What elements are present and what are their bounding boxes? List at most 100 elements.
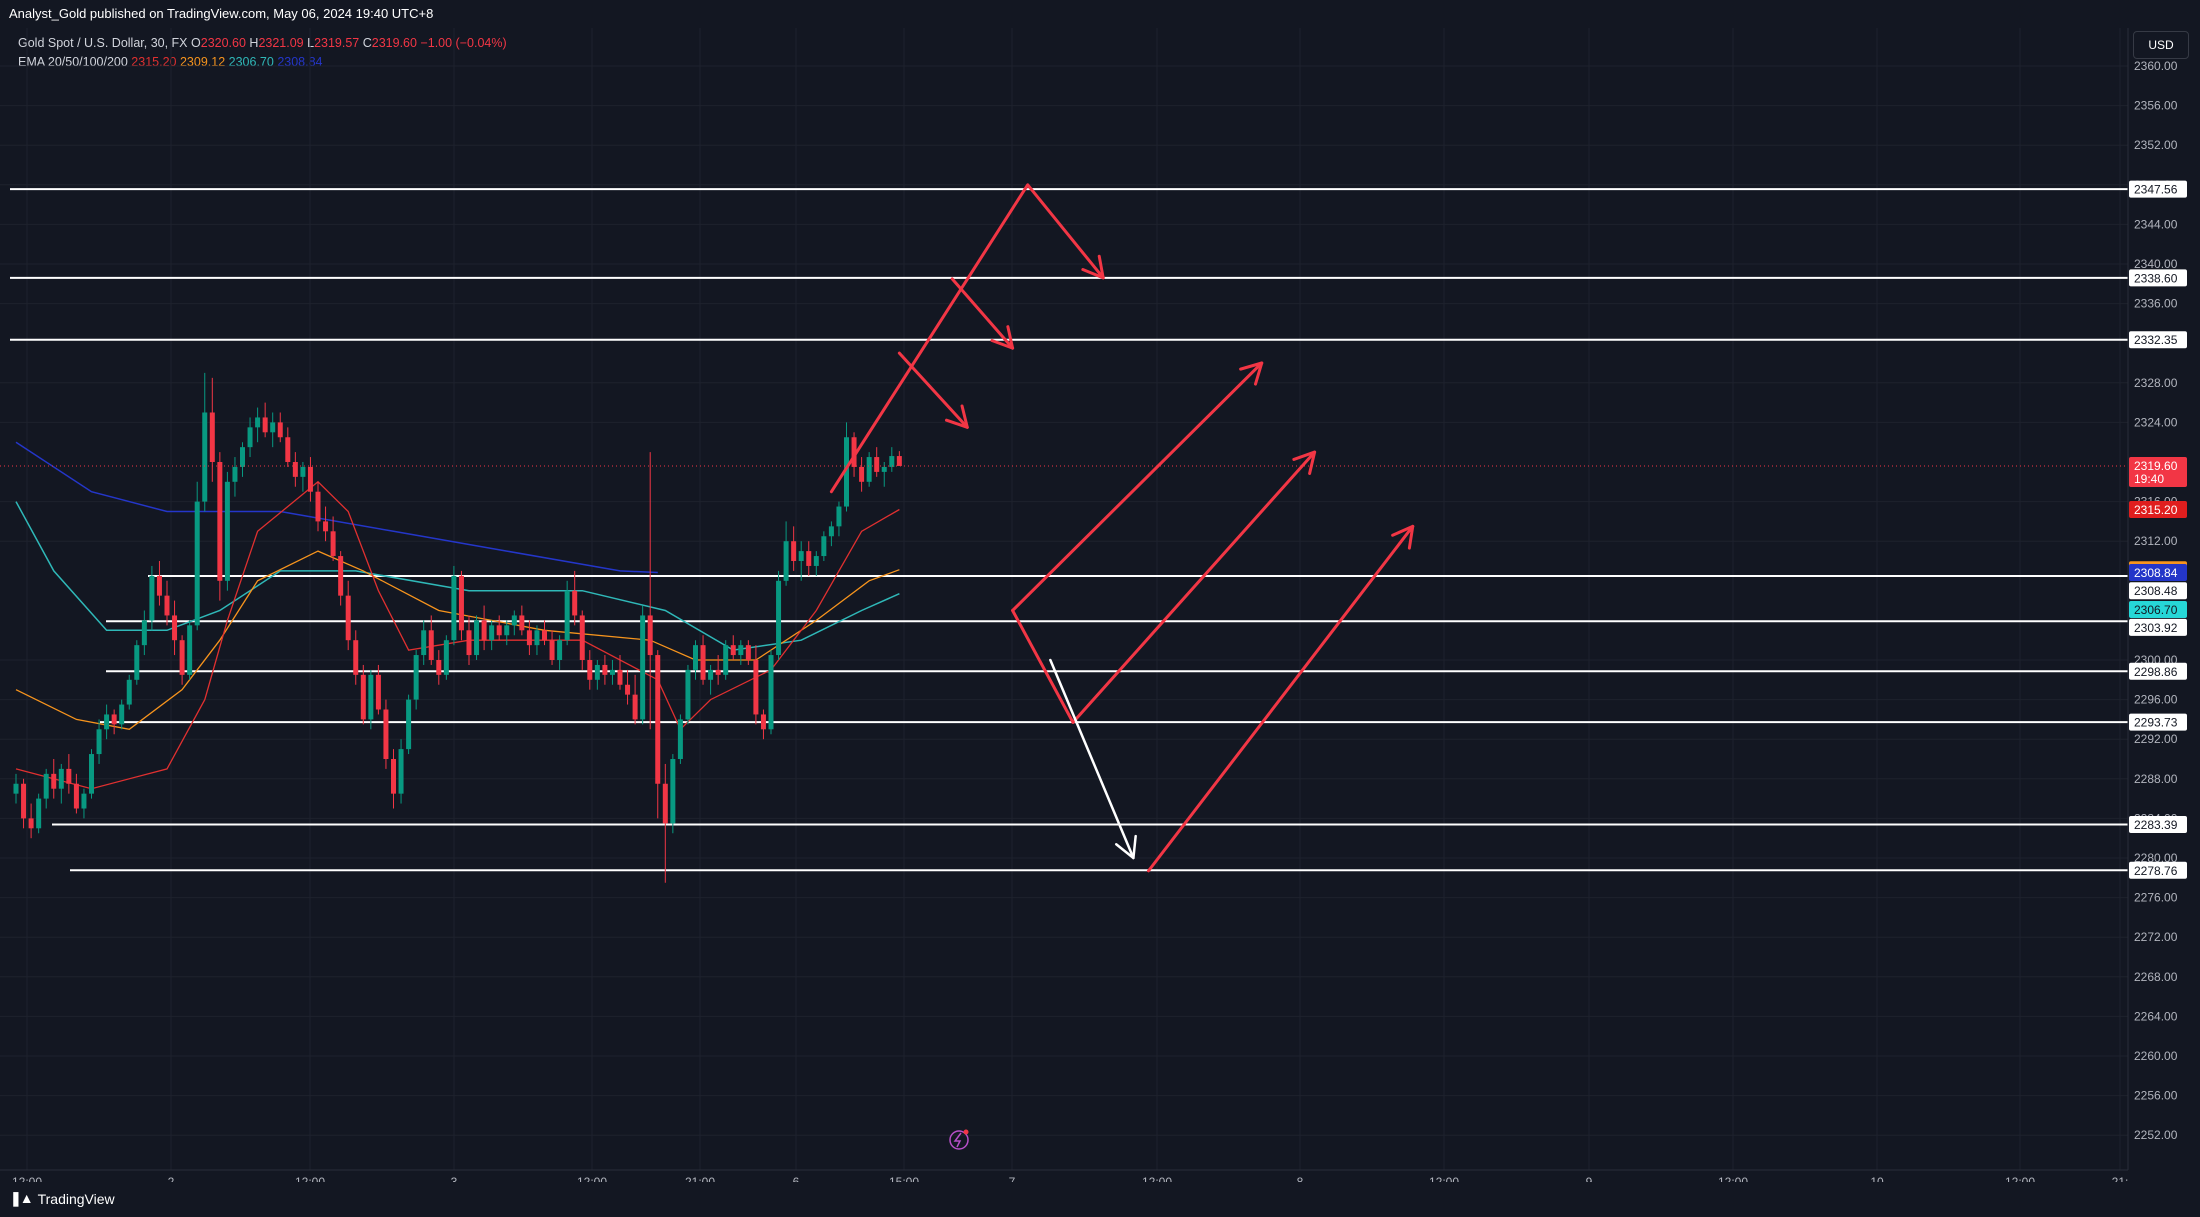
arrow-head: [1114, 834, 1137, 860]
candle-body: [828, 526, 834, 537]
candle-body: [43, 773, 49, 799]
candle-body: [526, 630, 532, 646]
price-badge-bg: [2129, 456, 2187, 487]
candle-body: [451, 575, 457, 641]
ema-lines: [15, 441, 900, 790]
candle-body: [768, 655, 774, 730]
price-badge-label: 2315.20: [2134, 503, 2178, 517]
horizontal-levels[interactable]: [10, 188, 2128, 872]
candle-body: [617, 669, 623, 685]
arrow-head: [944, 404, 969, 429]
replay-icon[interactable]: [949, 1129, 969, 1150]
candle-body: [421, 630, 427, 656]
price-tick-label: 2260.00: [2134, 1049, 2178, 1063]
candle-body: [240, 447, 245, 467]
candle-body: [481, 620, 487, 641]
candle-body: [881, 466, 887, 472]
candle-body: [474, 620, 480, 656]
price-tick-label: 2312.00: [2134, 534, 2178, 548]
price-badge-bg: [2129, 331, 2187, 349]
candle-body: [844, 437, 849, 507]
candle-body: [564, 590, 570, 641]
trend-arrow: [950, 277, 1015, 350]
candle-body: [791, 541, 797, 561]
candle-body: [443, 640, 449, 675]
candle-body: [715, 669, 721, 675]
candle-body: [330, 531, 336, 557]
candle-body: [859, 466, 865, 482]
price-badge-bg: [2129, 861, 2187, 879]
candle-body: [232, 466, 238, 482]
price-badge-bg: [2129, 713, 2187, 731]
price-tick-label: 2288.00: [2134, 772, 2178, 786]
candle-body: [285, 437, 291, 462]
ema200-line: [15, 441, 658, 574]
price-tick-label: 2296.00: [2134, 693, 2178, 707]
tradingview-brand[interactable]: ❚▲ TradingView: [10, 1190, 115, 1207]
candle-body: [345, 595, 351, 641]
candle-body: [247, 427, 253, 448]
candle-body: [896, 456, 902, 466]
price-badge-label: 2338.60: [2134, 271, 2178, 285]
price-badge-time: 19:40: [2134, 472, 2164, 486]
candle-body: [776, 580, 782, 656]
price-badge-bg: [2129, 815, 2187, 833]
price-tick-label: 2340.00: [2134, 257, 2178, 271]
candle-body: [300, 466, 306, 477]
candle-body: [104, 714, 110, 730]
candle-body: [579, 615, 585, 660]
candle-body: [36, 798, 42, 829]
legend-symbol-row: Gold Spot / U.S. Dollar, 30, FX O2320.60…: [18, 34, 507, 53]
candle-body: [353, 640, 359, 675]
trend-arrow: [897, 351, 969, 429]
candle-body: [851, 437, 857, 467]
candle-body: [307, 466, 313, 492]
trend-arrow: [829, 183, 1105, 494]
price-badge-bg: [2129, 501, 2187, 519]
candle-body: [360, 674, 366, 720]
candle-body: [753, 660, 759, 715]
candle-body: [609, 669, 615, 675]
candle-body: [406, 699, 412, 750]
price-badge-label: 2308.48: [2134, 584, 2178, 598]
price-badge-label: 2306.70: [2134, 603, 2178, 617]
close-label: C: [362, 36, 372, 50]
candle-body: [262, 417, 268, 433]
candle-body: [557, 640, 563, 660]
candle-body: [602, 664, 608, 675]
price-badge-label: 2293.73: [2134, 716, 2178, 730]
candle-body: [625, 684, 631, 695]
currency-button[interactable]: USD: [2133, 31, 2189, 59]
drawings[interactable]: [829, 183, 1415, 873]
trend-arrow: [1049, 658, 1135, 860]
candle-body: [572, 590, 578, 616]
price-badge-label: 2278.76: [2134, 864, 2178, 878]
trend-arrow: [1011, 609, 1075, 724]
candle-body: [723, 645, 729, 675]
candle-body: [745, 645, 751, 660]
candle-body: [866, 457, 872, 482]
candle-body: [255, 417, 261, 428]
arrow-head: [1292, 450, 1317, 476]
arrow-head: [1081, 254, 1105, 280]
candle-body: [511, 615, 517, 626]
candle-body: [28, 818, 34, 829]
price-tick-label: 2352.00: [2134, 138, 2178, 152]
candle-body: [141, 620, 147, 646]
candle-body: [179, 640, 185, 675]
candle-body: [730, 645, 736, 656]
trend-arrow: [1147, 524, 1415, 873]
symbol-name[interactable]: Gold Spot / U.S. Dollar, 30, FX: [18, 36, 188, 50]
candle-body: [519, 615, 525, 631]
candle-body: [677, 719, 683, 759]
candle-body: [398, 749, 404, 794]
top-bar: Analyst_Gold published on TradingView.co…: [0, 0, 2200, 28]
candle-body: [821, 536, 827, 557]
candle-body: [489, 625, 495, 641]
candle-body: [156, 575, 162, 596]
candle-body: [194, 501, 200, 626]
candle-body: [383, 709, 389, 759]
candle-body: [51, 773, 57, 789]
candle-body: [413, 655, 419, 700]
